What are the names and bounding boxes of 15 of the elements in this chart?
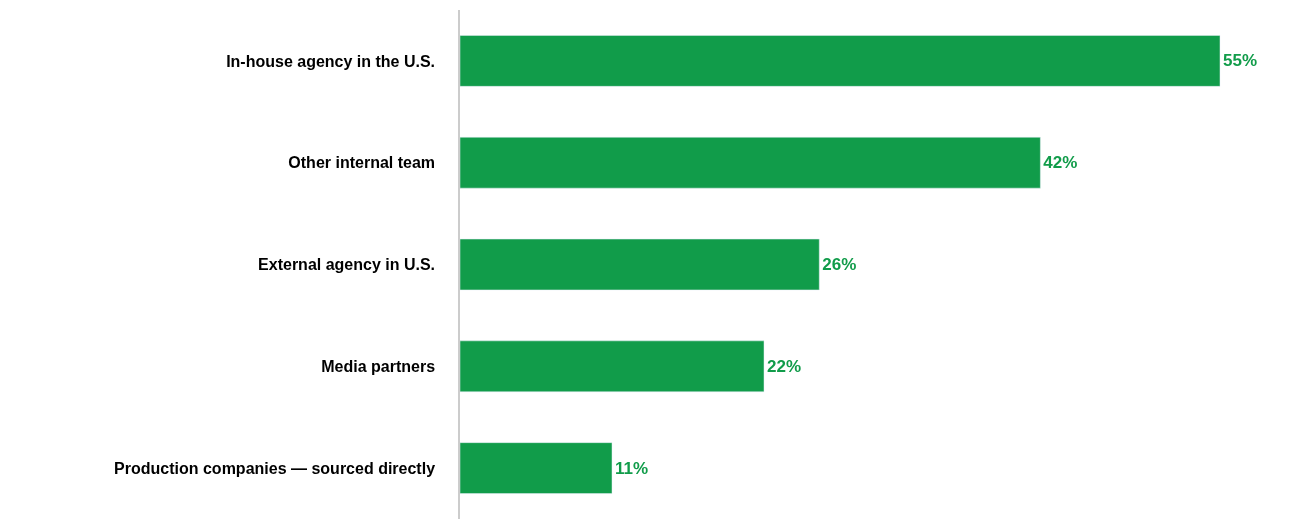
data-label: 22% (767, 356, 802, 376)
y-tick-label: External agency in U.S. (258, 256, 436, 274)
data-label: 55% (1223, 51, 1258, 71)
y-tick-label: Other internal team (288, 154, 436, 172)
bar (460, 442, 613, 494)
data-label: 11% (615, 458, 649, 478)
bar (460, 340, 765, 392)
y-tick-label: Media partners (321, 357, 436, 375)
bar (460, 35, 1221, 87)
y-tick-label: In-house agency in the U.S. (226, 52, 436, 70)
data-label: 42% (1043, 153, 1078, 173)
y-tick-label: Production companies — sourced directly (114, 459, 436, 477)
bar (460, 238, 820, 291)
data-label: 26% (822, 255, 857, 274)
bar (460, 137, 1041, 189)
